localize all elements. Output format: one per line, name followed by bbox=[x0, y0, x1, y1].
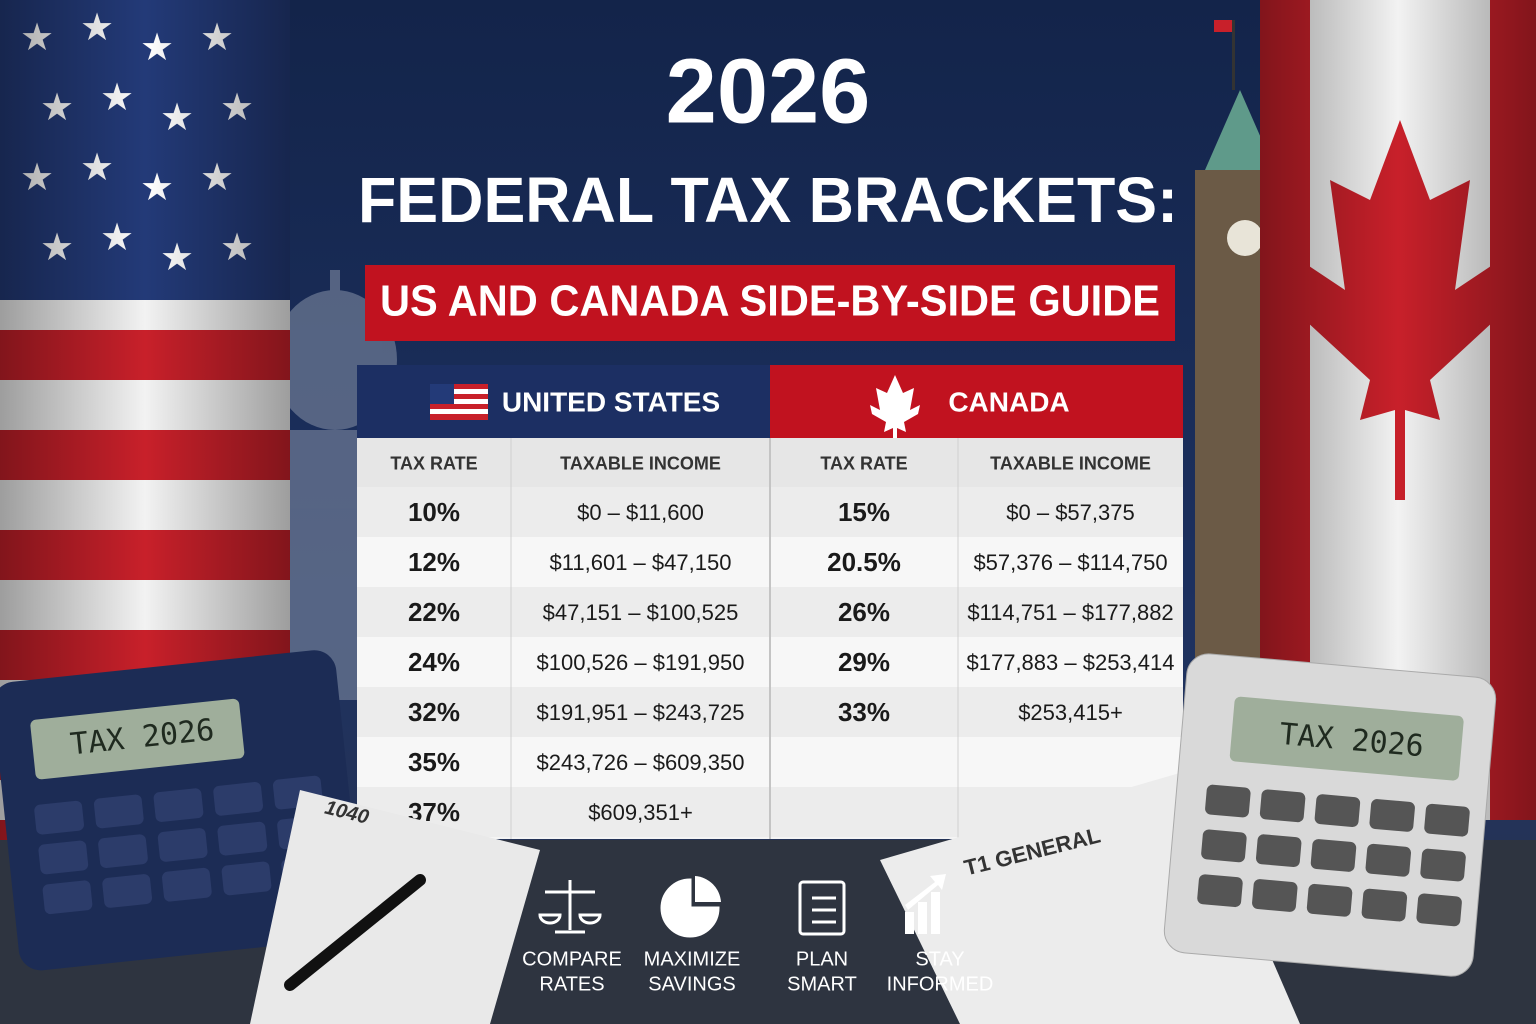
feature-label: MAXIMIZE bbox=[644, 948, 741, 970]
tax-rate: 24% bbox=[408, 647, 460, 677]
taxable-income: $243,726 – $609,350 bbox=[537, 750, 745, 775]
us-name: UNITED STATES bbox=[502, 386, 720, 417]
canada-calculator: TAX 2026 bbox=[1163, 653, 1497, 977]
tax-rate: 12% bbox=[408, 547, 460, 577]
taxable-income: $191,951 – $243,725 bbox=[537, 700, 745, 725]
table-body: TAX RATE TAXABLE INCOME 10% $0 – $11,600 12%… bbox=[357, 438, 1183, 839]
tax-rate: 26% bbox=[838, 597, 890, 627]
feature-labels: COMPARE RATES MAXIMIZE SAVINGS PLAN SMART STAY… bbox=[522, 948, 993, 995]
tax-rate: 10% bbox=[408, 497, 460, 527]
feature-label: SAVINGS bbox=[648, 973, 735, 995]
us-mini-flag bbox=[430, 384, 488, 420]
feature-label: STAY bbox=[915, 948, 964, 970]
title: FEDERAL TAX BRACKETS: bbox=[358, 164, 1178, 236]
column-header: TAX RATE bbox=[390, 453, 477, 473]
canada-header bbox=[770, 365, 1183, 438]
scales-icon bbox=[538, 880, 602, 934]
column-header: TAXABLE INCOME bbox=[560, 453, 721, 473]
taxable-income: $57,376 – $114,750 bbox=[973, 550, 1167, 575]
taxable-income: $609,351+ bbox=[588, 800, 693, 825]
canada-name: CANADA bbox=[948, 386, 1069, 417]
tax-rate: 20.5% bbox=[827, 547, 901, 577]
tax-rate: 22% bbox=[408, 597, 460, 627]
clipboard-icon bbox=[798, 880, 846, 936]
tax-rate: 33% bbox=[838, 697, 890, 727]
feature-label: INFORMED bbox=[887, 973, 994, 995]
taxable-income: $0 – $11,600 bbox=[577, 500, 704, 525]
growth-icon bbox=[905, 874, 946, 934]
tax-rate: 15% bbox=[838, 497, 890, 527]
subtitle: US AND CANADA SIDE-BY-SIDE GUIDE bbox=[380, 277, 1160, 326]
maple-leaf-icon bbox=[870, 375, 920, 438]
tax-rate: 29% bbox=[838, 647, 890, 677]
feature-label: SMART bbox=[787, 973, 857, 995]
pen bbox=[284, 874, 426, 991]
taxable-income: $114,751 – $177,882 bbox=[967, 600, 1173, 625]
feature-label: PLAN bbox=[796, 948, 848, 970]
tax-rate: 35% bbox=[408, 747, 460, 777]
us-calculator: TAX 2026 bbox=[0, 650, 363, 971]
feature-label: RATES bbox=[539, 973, 604, 995]
column-header: TAX RATE bbox=[820, 453, 907, 473]
year: 2026 bbox=[666, 40, 871, 142]
taxable-income: $0 – $57,375 bbox=[1006, 500, 1134, 525]
column-header: TAXABLE INCOME bbox=[990, 453, 1151, 473]
taxable-income: $100,526 – $191,950 bbox=[537, 650, 745, 675]
tax-rate: 32% bbox=[408, 697, 460, 727]
taxable-income: $11,601 – $47,150 bbox=[550, 550, 732, 575]
taxable-income: $47,151 – $100,525 bbox=[543, 600, 739, 625]
feature-icons bbox=[538, 874, 946, 938]
pie-icon bbox=[660, 876, 721, 938]
canada-flag bbox=[1260, 0, 1536, 820]
taxable-income: $253,415+ bbox=[1018, 700, 1123, 725]
us-header bbox=[357, 365, 770, 438]
taxable-income: $177,883 – $253,414 bbox=[967, 650, 1175, 675]
subtitle-banner bbox=[365, 265, 1175, 341]
feature-label: COMPARE bbox=[522, 948, 622, 970]
